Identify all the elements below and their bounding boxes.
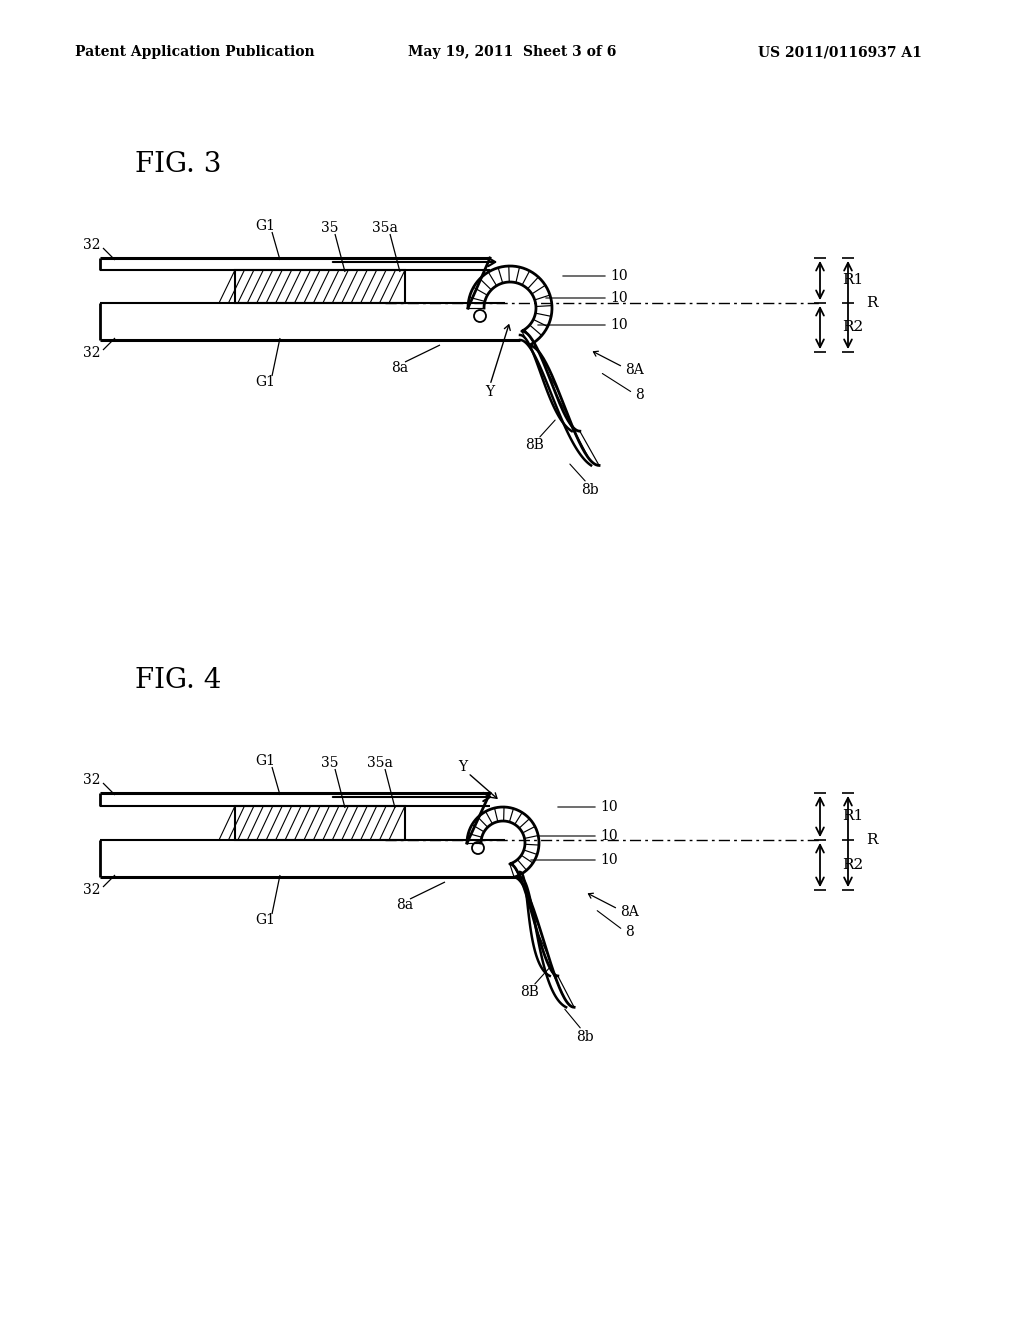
- Text: R1: R1: [842, 273, 863, 286]
- Text: 8B: 8B: [525, 438, 545, 451]
- Bar: [234, 271, 406, 304]
- Text: 10: 10: [600, 800, 617, 814]
- Text: 8a: 8a: [396, 898, 414, 912]
- Text: 8A: 8A: [625, 363, 644, 378]
- Text: 10: 10: [600, 853, 617, 867]
- Text: R2: R2: [842, 319, 863, 334]
- Text: 8A: 8A: [620, 906, 639, 919]
- Text: 32: 32: [83, 883, 100, 898]
- Text: G1: G1: [255, 913, 275, 927]
- Text: FIG. 3: FIG. 3: [135, 152, 221, 178]
- Text: G1: G1: [255, 754, 275, 768]
- Text: Y: Y: [485, 385, 495, 399]
- Text: 8: 8: [635, 388, 644, 403]
- Text: 8: 8: [625, 925, 634, 939]
- Text: 10: 10: [610, 290, 628, 305]
- Text: 8B: 8B: [520, 985, 540, 999]
- Text: 10: 10: [610, 269, 628, 282]
- Text: Y: Y: [459, 760, 468, 774]
- Text: 35a: 35a: [372, 220, 398, 235]
- Text: 8b: 8b: [577, 1030, 594, 1044]
- Text: US 2011/0116937 A1: US 2011/0116937 A1: [758, 45, 922, 59]
- Text: May 19, 2011  Sheet 3 of 6: May 19, 2011 Sheet 3 of 6: [408, 45, 616, 59]
- Text: 32: 32: [83, 238, 100, 252]
- Text: 35: 35: [322, 756, 339, 770]
- Text: R2: R2: [842, 858, 863, 873]
- Text: G1: G1: [255, 219, 275, 234]
- Text: 8b: 8b: [582, 483, 599, 498]
- Text: R: R: [866, 833, 878, 847]
- Text: 10: 10: [610, 318, 628, 333]
- Text: 32: 32: [83, 774, 100, 787]
- Text: Patent Application Publication: Patent Application Publication: [75, 45, 314, 59]
- Text: G1: G1: [255, 375, 275, 389]
- Text: 32: 32: [83, 346, 100, 360]
- Text: R: R: [866, 296, 878, 310]
- Text: FIG. 4: FIG. 4: [135, 667, 221, 693]
- Text: 8a: 8a: [391, 360, 409, 375]
- Text: 10: 10: [600, 829, 617, 843]
- Text: 35a: 35a: [367, 756, 393, 770]
- Text: 35: 35: [322, 220, 339, 235]
- Bar: [234, 807, 406, 840]
- Text: R1: R1: [842, 809, 863, 822]
